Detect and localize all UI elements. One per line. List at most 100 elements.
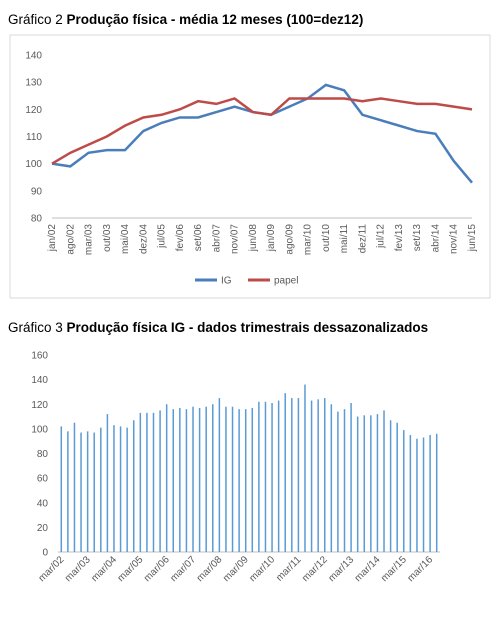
bar <box>172 409 175 552</box>
bar <box>403 430 405 552</box>
bar <box>218 398 221 552</box>
x-tick-label: mar/04 <box>89 554 119 584</box>
bar <box>284 393 286 552</box>
x-tick-label: mar/09 <box>221 554 251 584</box>
line <box>51 83 473 184</box>
bar <box>146 412 148 552</box>
figure-label: Gráfico 2 <box>8 12 63 27</box>
y-tick-label: 140 <box>31 375 48 386</box>
x-tick-label: mar/10 <box>247 554 277 584</box>
x-tick-label: set/06 <box>193 224 204 252</box>
y-tick-label: 120 <box>31 400 48 411</box>
bar <box>192 406 194 552</box>
bar <box>297 398 300 552</box>
bar <box>323 398 326 552</box>
bar <box>159 410 161 552</box>
x-tick-label: nov/14 <box>449 224 460 254</box>
x-tick-label: mar/14 <box>353 554 383 584</box>
x-tick-label: mar/11 <box>274 554 304 584</box>
y-tick-label: 20 <box>37 523 49 534</box>
y-tick-label: 60 <box>37 474 49 485</box>
x-tick-label: mai/11 <box>339 224 350 254</box>
bar <box>310 400 313 552</box>
bar <box>205 406 207 552</box>
bar <box>185 409 188 552</box>
line <box>51 97 473 165</box>
bar <box>113 425 115 552</box>
bar <box>304 384 306 552</box>
title: Produção física - média 12 meses (100=de… <box>67 12 364 27</box>
bar <box>225 406 227 552</box>
x-tick-label: mar/02 <box>37 554 67 584</box>
y-tick-label: 140 <box>25 51 42 62</box>
bar <box>139 412 142 552</box>
bar <box>383 410 385 552</box>
bar <box>277 400 280 552</box>
y-tick-label: 120 <box>25 105 42 116</box>
bar <box>264 401 267 552</box>
y-tick-label: 130 <box>25 78 42 89</box>
legend-label: papel <box>274 276 298 287</box>
x-tick-label: mar/08 <box>195 554 225 584</box>
bar <box>251 407 254 552</box>
x-tick-label: mar/10 <box>303 224 314 256</box>
bar <box>435 433 438 552</box>
x-tick-label: mar/03 <box>84 224 95 256</box>
x-tick-label: mar/16 <box>405 554 435 584</box>
bar <box>165 404 168 552</box>
bar <box>330 404 333 552</box>
bar <box>93 432 95 552</box>
bar <box>179 407 181 552</box>
bar <box>396 422 398 552</box>
bar <box>376 414 379 552</box>
x-tick-label: fev/06 <box>175 224 186 252</box>
y-tick-label: 80 <box>31 214 43 225</box>
bar <box>363 415 366 552</box>
bar <box>80 432 82 552</box>
bar <box>389 420 392 552</box>
bar <box>317 399 319 552</box>
x-tick-label: ago/02 <box>65 224 76 255</box>
bar <box>132 420 135 552</box>
x-tick-label: jun/15 <box>467 224 478 253</box>
bar <box>350 403 352 552</box>
y-tick-label: 100 <box>31 424 48 435</box>
x-tick-label: abr/07 <box>211 224 222 253</box>
bar <box>106 414 109 552</box>
x-tick-label: fev/13 <box>394 224 405 252</box>
x-tick-label: set/13 <box>412 224 423 252</box>
x-tick-label: mar/12 <box>300 554 330 584</box>
bar <box>198 407 201 552</box>
bar <box>100 427 102 552</box>
bar <box>343 409 346 552</box>
bar <box>356 416 359 552</box>
x-tick-label: ago/09 <box>284 224 295 255</box>
x-tick-label: mar/06 <box>142 554 172 584</box>
y-tick-label: 100 <box>25 159 42 170</box>
x-tick-label: jan/09 <box>266 224 277 253</box>
x-tick-label: jan/02 <box>47 224 58 253</box>
bar <box>238 409 240 552</box>
x-tick-label: mar/15 <box>379 554 409 584</box>
legend-label: IG <box>221 276 232 287</box>
x-tick-label: jun/08 <box>248 224 259 253</box>
bar <box>152 412 155 552</box>
bar <box>86 431 89 552</box>
x-tick-label: mar/13 <box>326 554 356 584</box>
x-tick-label: jul/12 <box>376 224 387 249</box>
bar <box>73 422 76 552</box>
bar <box>429 435 431 552</box>
bar <box>291 398 293 552</box>
chart-title: Gráfico 2 Produção física - média 12 mes… <box>8 12 363 27</box>
y-tick-label: 110 <box>26 132 42 143</box>
bar <box>212 404 214 552</box>
x-tick-label: mar/03 <box>63 554 93 584</box>
bar <box>119 426 122 552</box>
x-tick-label: mar/07 <box>168 554 198 584</box>
bar <box>337 411 339 552</box>
x-tick-label: out/03 <box>102 224 113 252</box>
x-tick-label: abr/14 <box>430 224 441 253</box>
bar <box>416 438 418 552</box>
x-tick-label: mar/05 <box>116 554 146 584</box>
